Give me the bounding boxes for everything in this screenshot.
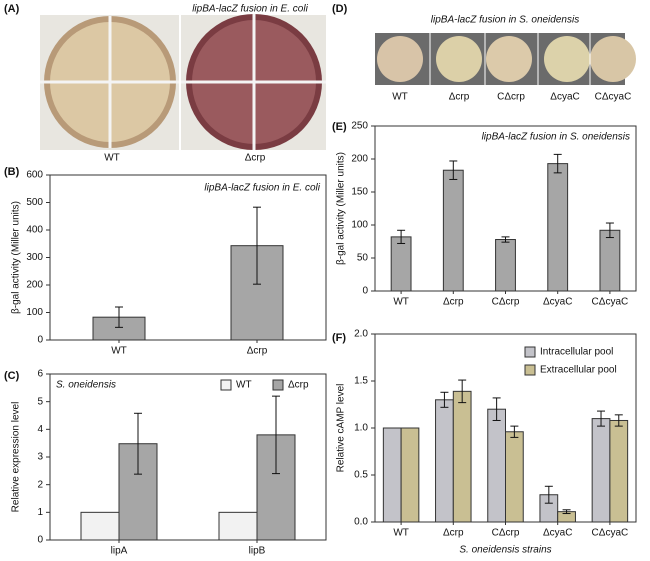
x-tick-label: Δcrp (443, 297, 464, 308)
y-axis-label: Relative expression level (11, 402, 22, 513)
plate (377, 36, 423, 82)
y-tick-label: 4 (37, 424, 43, 435)
legend-swatch (272, 379, 284, 391)
y-axis-label: Relative cAMP level (336, 384, 347, 473)
bar (547, 163, 569, 292)
bar (435, 399, 454, 523)
plate-label: WT (392, 92, 408, 103)
panel-label: (C) (4, 370, 20, 382)
x-tick-label: CΔcrp (492, 297, 520, 308)
y-axis-label: β-gal activity (Miller units) (336, 152, 347, 265)
y-tick-label: 150 (351, 187, 368, 198)
x-tick-label: CΔcyaC (592, 528, 629, 539)
bar (382, 427, 402, 523)
y-tick-label: 500 (26, 197, 43, 208)
plate (590, 36, 636, 82)
y-tick-label: 3 (37, 452, 43, 463)
y-tick-label: 1.5 (354, 376, 368, 387)
photo-a (40, 14, 326, 150)
x-tick-label: lipB (249, 546, 266, 557)
plate (544, 36, 590, 82)
y-tick-label: 0 (362, 286, 368, 297)
x-tick-label: CΔcyaC (592, 297, 629, 308)
y-tick-label: 200 (351, 154, 368, 165)
y-axis-label: β-gal activity (Miller units) (11, 201, 22, 314)
x-axis-label: S. oneidensis strains (459, 545, 551, 556)
y-tick-label: 400 (26, 225, 43, 236)
photo-caption: lipBA-lacZ fusion in E. coli (192, 4, 308, 15)
x-tick-label: WT (393, 297, 409, 308)
plate-label: CΔcyaC (595, 92, 632, 103)
y-tick-label: 250 (351, 121, 368, 132)
annotation: lipBA-lacZ fusion in E. coli (204, 183, 320, 194)
y-tick-label: 2 (37, 479, 43, 490)
y-tick-label: 1.0 (354, 423, 368, 434)
y-tick-label: 100 (351, 220, 368, 231)
plate (436, 36, 482, 82)
y-tick-label: 200 (26, 280, 43, 291)
panel-label: (B) (4, 166, 20, 178)
legend-label: Intracellular pool (540, 347, 613, 358)
x-tick-label: CΔcrp (492, 528, 520, 539)
x-tick-label: ΔcyaC (543, 297, 572, 308)
x-tick-label: Δcrp (247, 346, 268, 357)
panel-label: (A) (4, 3, 20, 15)
x-tick-label: WT (393, 528, 409, 539)
bar (218, 511, 258, 541)
y-tick-label: 50 (357, 253, 369, 264)
x-tick-label: lipA (111, 546, 128, 557)
bar (400, 427, 420, 523)
bar (591, 418, 611, 523)
legend-swatch (524, 364, 536, 376)
y-tick-label: 1 (37, 507, 43, 518)
y-tick-label: 0 (37, 335, 43, 346)
y-tick-label: 0 (37, 535, 43, 546)
annotation: lipBA-lacZ fusion in S. oneidensis (482, 132, 630, 143)
bar (487, 408, 507, 523)
plate-label: ΔcyaC (550, 92, 579, 103)
plate (486, 36, 532, 82)
y-tick-label: 6 (37, 369, 43, 380)
y-tick-label: 2.0 (354, 329, 368, 340)
panel-label: (D) (332, 3, 348, 15)
photo-d (375, 33, 636, 85)
bar (599, 229, 621, 292)
y-tick-label: 5 (37, 396, 43, 407)
plate-label: Δcrp (449, 92, 470, 103)
plate-label: Δcrp (245, 153, 266, 164)
panel-label: (F) (332, 332, 346, 344)
y-tick-label: 0.0 (354, 517, 368, 528)
plot-frame (49, 174, 327, 341)
legend-label: Δcrp (288, 380, 309, 391)
legend-swatch (524, 346, 536, 358)
legend-label: Extracellular pool (540, 365, 617, 376)
y-tick-label: 600 (26, 170, 43, 181)
x-tick-label: ΔcyaC (543, 528, 572, 539)
y-tick-label: 300 (26, 252, 43, 263)
x-tick-label: Δcrp (443, 528, 464, 539)
plate-label: WT (104, 153, 120, 164)
photo-caption: lipBA-lacZ fusion in S. oneidensis (431, 15, 579, 26)
y-tick-label: 0.5 (354, 470, 368, 481)
bar (452, 390, 472, 523)
bar (505, 431, 524, 523)
bar (442, 169, 464, 292)
bar (495, 239, 516, 292)
bar (390, 236, 412, 292)
legend-label: WT (236, 380, 252, 391)
panel-label: (E) (332, 121, 347, 133)
legend-swatch (220, 379, 232, 391)
bar (609, 419, 629, 523)
bar (80, 511, 120, 541)
annotation: S. oneidensis (56, 380, 116, 391)
x-tick-label: WT (111, 346, 127, 357)
plate-label: CΔcrp (497, 92, 525, 103)
y-tick-label: 100 (26, 307, 43, 318)
